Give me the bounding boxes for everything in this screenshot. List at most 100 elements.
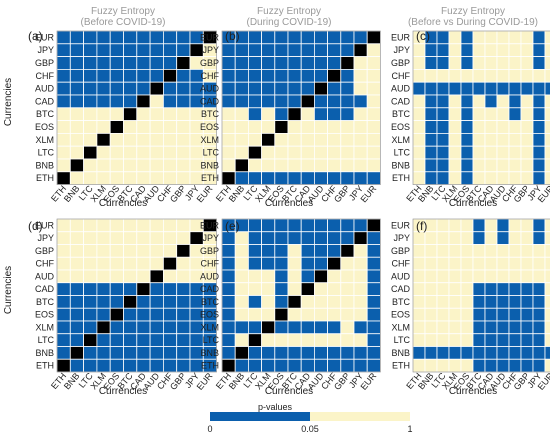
heatmap-cell-significant	[520, 81, 534, 96]
heatmap-cell-significant	[109, 282, 124, 296]
heatmap-cell-diagonal	[109, 307, 124, 322]
heatmap-cell-not-significant	[448, 358, 462, 373]
panel-label: (f)	[416, 219, 427, 233]
heatmap-cell-not-significant	[448, 43, 462, 57]
heatmap-cell-significant	[109, 358, 124, 373]
y-tick-label: BNB	[35, 348, 54, 358]
heatmap-cell-not-significant	[484, 43, 498, 57]
heatmap-cell-significant	[83, 346, 98, 360]
heatmap-cell-not-significant	[448, 333, 462, 347]
heatmap-cell-not-significant	[366, 43, 381, 57]
heatmap-cell-diagonal	[189, 231, 204, 245]
heatmap-cell-not-significant	[69, 107, 85, 122]
heatmap-cell-significant	[313, 69, 328, 83]
heatmap-cell-not-significant	[472, 94, 486, 109]
heatmap-cell-significant	[472, 81, 486, 96]
colorbar-segment-not-significant	[310, 412, 410, 421]
heatmap-cell-significant	[287, 171, 302, 186]
heatmap-cell-diagonal	[83, 333, 98, 347]
heatmap-cell-not-significant	[109, 218, 124, 233]
heatmap-cell-not-significant	[496, 120, 510, 134]
heatmap-cell-not-significant	[544, 282, 550, 296]
heatmap-cell-significant	[366, 307, 381, 322]
heatmap-cell-not-significant	[149, 158, 164, 173]
heatmap-cell-significant	[532, 81, 546, 96]
heatmap-cell-significant	[69, 307, 85, 322]
heatmap-cell-not-significant	[508, 269, 522, 284]
heatmap-cell-not-significant	[460, 358, 474, 373]
heatmap-cell-not-significant	[313, 282, 328, 296]
heatmap-cell-significant	[247, 81, 262, 96]
heatmap-cell-not-significant	[412, 307, 426, 322]
heatmap-cell-significant	[136, 346, 151, 360]
heatmap-cell-not-significant	[544, 256, 550, 271]
heatmap-cell-significant	[353, 218, 368, 233]
heatmap-cell-significant	[327, 244, 342, 258]
heatmap-cell-not-significant	[544, 307, 550, 322]
heatmap-cell-not-significant	[472, 244, 486, 258]
heatmap-cell-not-significant	[176, 171, 191, 186]
y-tick-label: CAD	[391, 96, 411, 106]
heatmap-cell-significant	[532, 120, 546, 134]
heatmap-cell-significant	[247, 107, 262, 122]
heatmap-cell-not-significant	[261, 307, 276, 322]
heatmap-panel-a: Fuzzy Entropy (Before COVID-19) EUR JPY GB…	[3, 6, 218, 209]
heatmap-cell-significant	[340, 81, 355, 96]
heatmap-cell-not-significant	[83, 171, 98, 186]
x-tick-label: EUR	[358, 370, 378, 391]
heatmap-cell-significant	[353, 320, 368, 335]
heatmap-cell-not-significant	[109, 231, 124, 245]
heatmap-cell-not-significant	[176, 145, 191, 160]
heatmap-cell-diagonal	[149, 269, 164, 284]
heatmap-cell-significant	[366, 244, 381, 258]
y-tick-label: BTC	[201, 109, 220, 119]
heatmap-cell-not-significant	[109, 132, 124, 147]
heatmap-cell-diagonal	[327, 256, 342, 271]
heatmap-cell-not-significant	[56, 158, 71, 173]
heatmap-cell-significant	[56, 320, 71, 335]
heatmap-cell-diagonal	[96, 132, 111, 147]
heatmap-cell-not-significant	[234, 333, 249, 347]
heatmap-cell-significant	[532, 30, 546, 45]
heatmap-cell-significant	[261, 56, 276, 70]
heatmap-cell-significant	[261, 43, 276, 57]
y-tick-label: AUD	[35, 271, 55, 281]
heatmap-cell-significant	[436, 107, 450, 122]
heatmap-cell-not-significant	[436, 244, 450, 258]
heatmap-cell-significant	[300, 81, 315, 96]
y-tick-label: CAD	[391, 284, 411, 294]
heatmap-cell-not-significant	[520, 43, 534, 57]
heatmap-cell-significant	[274, 256, 289, 271]
heatmap-cell-not-significant	[353, 120, 368, 134]
heatmap-cell-significant	[460, 56, 474, 70]
heatmap-cell-not-significant	[56, 132, 71, 147]
heatmap-cell-significant	[424, 43, 438, 57]
panel-label: (e)	[225, 219, 240, 233]
y-tick-label: EOS	[200, 122, 219, 132]
heatmap-cell-significant	[300, 231, 315, 245]
heatmap-cell-not-significant	[424, 231, 438, 245]
heatmap-cell-significant	[436, 43, 450, 57]
heatmap-cell-not-significant	[448, 30, 462, 45]
y-tick-label: JPY	[393, 45, 410, 55]
heatmap-cell-not-significant	[544, 244, 550, 258]
heatmap-cell-not-significant	[544, 145, 550, 160]
heatmap-cell-not-significant	[300, 145, 315, 160]
heatmap-cell-not-significant	[520, 56, 534, 70]
heatmap-cell-significant	[176, 307, 191, 322]
heatmap-cell-significant	[472, 218, 486, 233]
heatmap-cell-not-significant	[327, 132, 342, 147]
heatmap-cell-not-significant	[544, 231, 550, 245]
heatmap-cell-significant	[56, 94, 71, 109]
heatmap-cell-diagonal	[340, 244, 355, 258]
heatmap-cell-significant	[221, 69, 236, 83]
heatmap-cell-significant	[300, 269, 315, 284]
heatmap-cell-significant	[56, 56, 71, 70]
y-tick-label: LTC	[394, 148, 411, 158]
heatmap-cell-significant	[83, 358, 98, 373]
heatmap-cell-significant	[424, 171, 438, 186]
heatmap-cell-significant	[69, 282, 85, 296]
heatmap-cell-significant	[247, 231, 262, 245]
heatmap-cell-not-significant	[300, 107, 315, 122]
heatmap-cell-significant	[109, 30, 124, 45]
